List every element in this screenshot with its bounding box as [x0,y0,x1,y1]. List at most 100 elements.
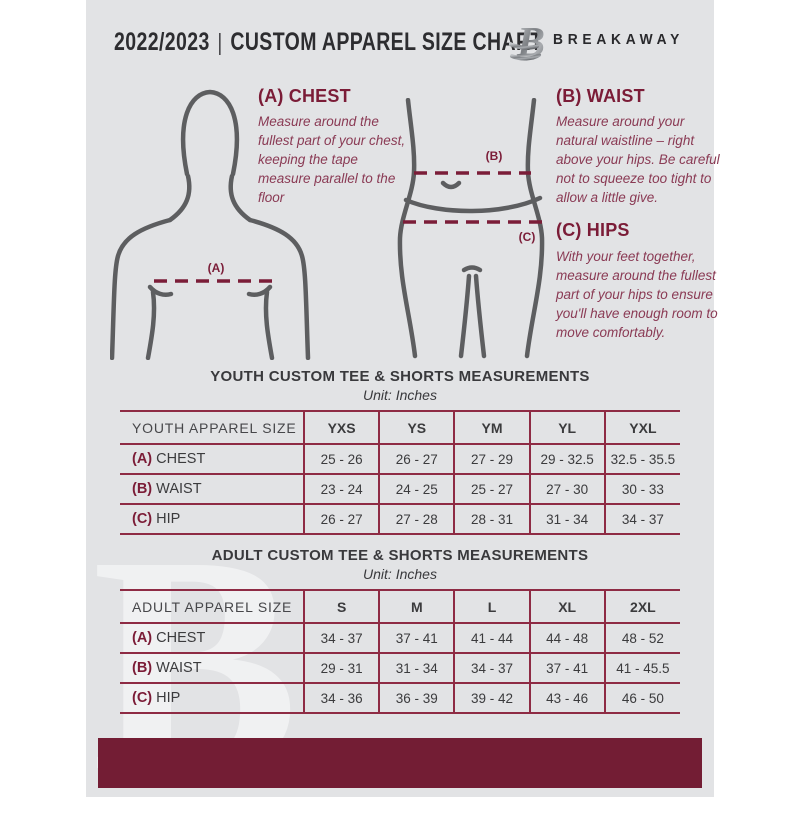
row-label-prefix: (C) [132,511,153,527]
table-cell: 34 - 36 [303,683,380,713]
crotch-curve [461,265,483,273]
table-cell: 27 - 30 [528,474,605,504]
table-cell: 26 - 27 [303,504,380,534]
row-label: (A) CHEST [120,623,304,653]
column-header: M [378,590,455,623]
row-label-prefix: (A) [132,630,153,646]
size-chart-page: B 2022/2023 | CUSTOM APPAREL SIZE CHART B … [86,0,720,820]
season-label: 2022/2023 [114,28,210,56]
table-cell: 29 - 31 [303,653,380,683]
table-row: (A) CHEST 34 - 37 37 - 41 41 - 44 44 - 4… [120,623,680,653]
table-cell: 48 - 52 [603,623,680,653]
table-cell: 25 - 26 [303,444,380,474]
inner-arm-left [145,289,157,360]
chest-line-label: (A) [208,261,225,275]
adult-table-unit: Unit: Inches [363,566,437,582]
table-row: (C) HIP 34 - 36 36 - 39 39 - 42 43 - 46 … [120,683,680,713]
table-cell: 26 - 27 [378,444,455,474]
neck-left [167,173,192,223]
row-label-prefix: (B) [132,481,153,497]
row-label: (C) HIP [120,683,304,713]
armpit-left [147,284,174,297]
column-header: YXS [303,411,380,444]
table-cell: 24 - 25 [378,474,455,504]
row-label-text: HIP [156,511,181,527]
table-row: (B) WAIST 23 - 24 24 - 25 25 - 27 27 - 3… [120,474,680,504]
youth-table-unit: Unit: Inches [363,387,437,403]
row-label: (B) WAIST [120,653,304,683]
column-header: YM [453,411,530,444]
table-cell: 44 - 48 [528,623,605,653]
armpit-right [246,284,273,297]
page-title: 2022/2023 | CUSTOM APPAREL SIZE CHART [114,28,543,57]
youth-table-title: YOUTH CUSTOM TEE & SHORTS MEASUREMENTS [210,368,590,385]
column-header: ADULT APPAREL SIZE [132,598,293,615]
torso-outline-right [524,98,545,359]
table-cell: 32.5 - 35.5 [603,444,680,474]
table-cell: 28 - 31 [453,504,530,534]
inner-leg-left [458,273,472,359]
table-row: (A) CHEST 25 - 26 26 - 27 27 - 29 29 - 3… [120,444,680,474]
shoulder-arm-right [247,217,311,360]
row-label-text: HIP [156,690,181,706]
chest-instruction-body: Measure around the fullest part of your … [258,114,406,205]
youth-size-table: YOUTH APPAREL SIZE YXS YS YM YL YXL (A) … [120,410,680,535]
brand-name: BREAKAWAY [553,32,685,48]
waist-instruction-body: Measure around your natural waistline – … [556,114,720,205]
neck-right [228,173,253,223]
table-cell: 25 - 27 [453,474,530,504]
row-label-prefix: (A) [132,451,153,467]
row-label: (C) HIP [120,504,304,534]
row-label-text: CHEST [156,630,206,646]
table-row: (B) WAIST 29 - 31 31 - 34 34 - 37 37 - 4… [120,653,680,683]
row-label-text: WAIST [156,481,202,497]
row-label-text: WAIST [156,660,202,676]
page-title-text: CUSTOM APPAREL SIZE CHART [230,28,543,56]
table-header-row: ADULT APPAREL SIZE S M L XL 2XL [120,590,680,623]
row-label-prefix: (C) [132,690,153,706]
adult-table-title: ADULT CUSTOM TEE & SHORTS MEASUREMENTS [211,547,589,564]
column-header: YS [378,411,455,444]
table-cell: 23 - 24 [303,474,380,504]
table-header-row: YOUTH APPAREL SIZE YXS YS YM YL YXL [120,411,680,444]
breakaway-b-logo-icon: B [509,20,545,65]
table-cell: 27 - 29 [453,444,530,474]
column-header: YXL [603,411,680,444]
table-cell: 41 - 44 [453,623,530,653]
row-label-prefix: (B) [132,660,153,676]
row-label-text: CHEST [156,451,206,467]
column-header: YOUTH APPAREL SIZE [132,419,297,436]
table-cell: 34 - 37 [603,504,680,534]
table-cell: 27 - 28 [378,504,455,534]
adult-size-table: ADULT APPAREL SIZE S M L XL 2XL (A) CHES… [120,589,680,714]
navel-mark [440,180,462,190]
inner-leg-right [473,273,487,359]
title-separator: | [217,29,223,55]
hips-line-label: (C) [519,230,536,244]
hip-band-curve [403,195,543,214]
head-outline [180,89,240,177]
table-cell: 31 - 34 [528,504,605,534]
table-cell: 43 - 46 [528,683,605,713]
column-header: YL [528,411,605,444]
table-cell: 41 - 45.5 [603,653,680,683]
hips-instruction-heading: (C) HIPS [556,220,630,240]
upper-body-diagram: (A) [110,89,311,360]
shoulder-arm-left [110,217,173,360]
inner-arm-right [263,289,275,360]
table-cell: 39 - 42 [453,683,530,713]
hips-instruction-body: With your feet together, measure around … [556,249,718,340]
table-cell: 31 - 34 [378,653,455,683]
table-row: (C) HIP 26 - 27 27 - 28 28 - 31 31 - 34 … [120,504,680,534]
torso-outline-left [397,98,418,359]
column-header: XL [528,590,605,623]
footer-accent-bar [98,738,702,788]
row-label: (A) CHEST [120,444,304,474]
table-cell: 37 - 41 [378,623,455,653]
table-cell: 46 - 50 [603,683,680,713]
waist-instruction-heading: (B) WAIST [556,86,645,106]
table-cell: 30 - 33 [603,474,680,504]
table-cell: 34 - 37 [303,623,380,653]
table-cell: 34 - 37 [453,653,530,683]
lower-body-diagram: (B) (C) [397,98,547,359]
